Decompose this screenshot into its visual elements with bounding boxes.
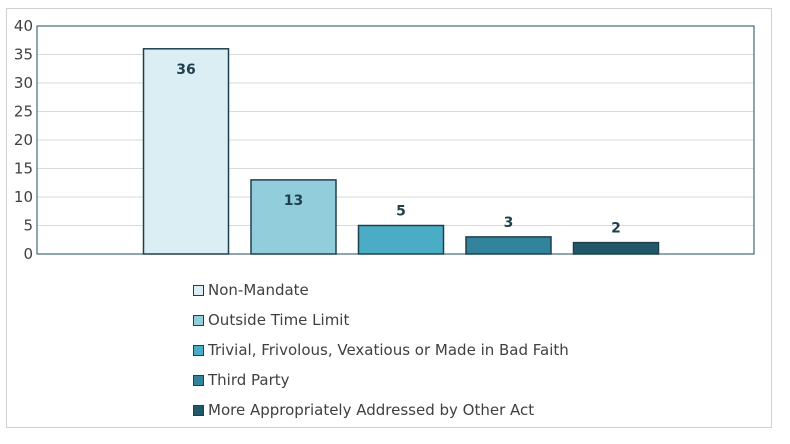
bar <box>465 236 552 255</box>
bars <box>142 48 660 255</box>
y-tick-label: 25 <box>14 103 33 121</box>
y-axis-ticks: 0 5 10 15 20 25 30 35 40 <box>14 17 33 263</box>
data-label: 36 <box>176 62 195 78</box>
legend-item: Trivial, Frivolous, Vexatious or Made in… <box>193 335 569 365</box>
bar <box>572 241 660 255</box>
legend-swatch <box>193 314 204 326</box>
legend-swatch <box>193 344 204 356</box>
legend-label: More Appropriately Addressed by Other Ac… <box>208 401 535 419</box>
legend-swatch <box>193 284 204 296</box>
bar <box>357 224 445 255</box>
legend-item: Third Party <box>193 365 569 395</box>
legend-swatch <box>193 374 204 386</box>
legend-swatch <box>193 404 204 416</box>
legend-label: Third Party <box>208 371 290 389</box>
bar <box>250 179 337 255</box>
bar <box>142 48 230 255</box>
y-tick-label: 15 <box>14 160 33 178</box>
legend-label: Non-Mandate <box>208 281 309 299</box>
legend-item: More Appropriately Addressed by Other Ac… <box>193 395 569 425</box>
legend-label: Outside Time Limit <box>208 311 350 329</box>
y-tick-label: 35 <box>14 46 33 64</box>
data-label: 2 <box>611 221 621 237</box>
data-labels: 36 13 5 3 2 <box>176 62 621 237</box>
data-label: 5 <box>396 204 406 220</box>
legend: Non-Mandate Outside Time Limit Trivial, Fr… <box>193 275 569 425</box>
data-label: 13 <box>284 193 303 209</box>
y-tick-label: 30 <box>14 74 33 92</box>
y-tick-label: 20 <box>14 131 33 149</box>
y-tick-label: 40 <box>14 17 33 35</box>
chart-frame <box>6 8 772 428</box>
legend-label: Trivial, Frivolous, Vexatious or Made in… <box>208 341 569 359</box>
legend-item: Outside Time Limit <box>193 305 569 335</box>
data-label: 3 <box>504 215 514 231</box>
legend-item: Non-Mandate <box>193 275 569 305</box>
y-tick-label: 10 <box>14 188 33 206</box>
y-tick-label: 0 <box>23 245 33 263</box>
y-tick-label: 5 <box>23 217 33 235</box>
